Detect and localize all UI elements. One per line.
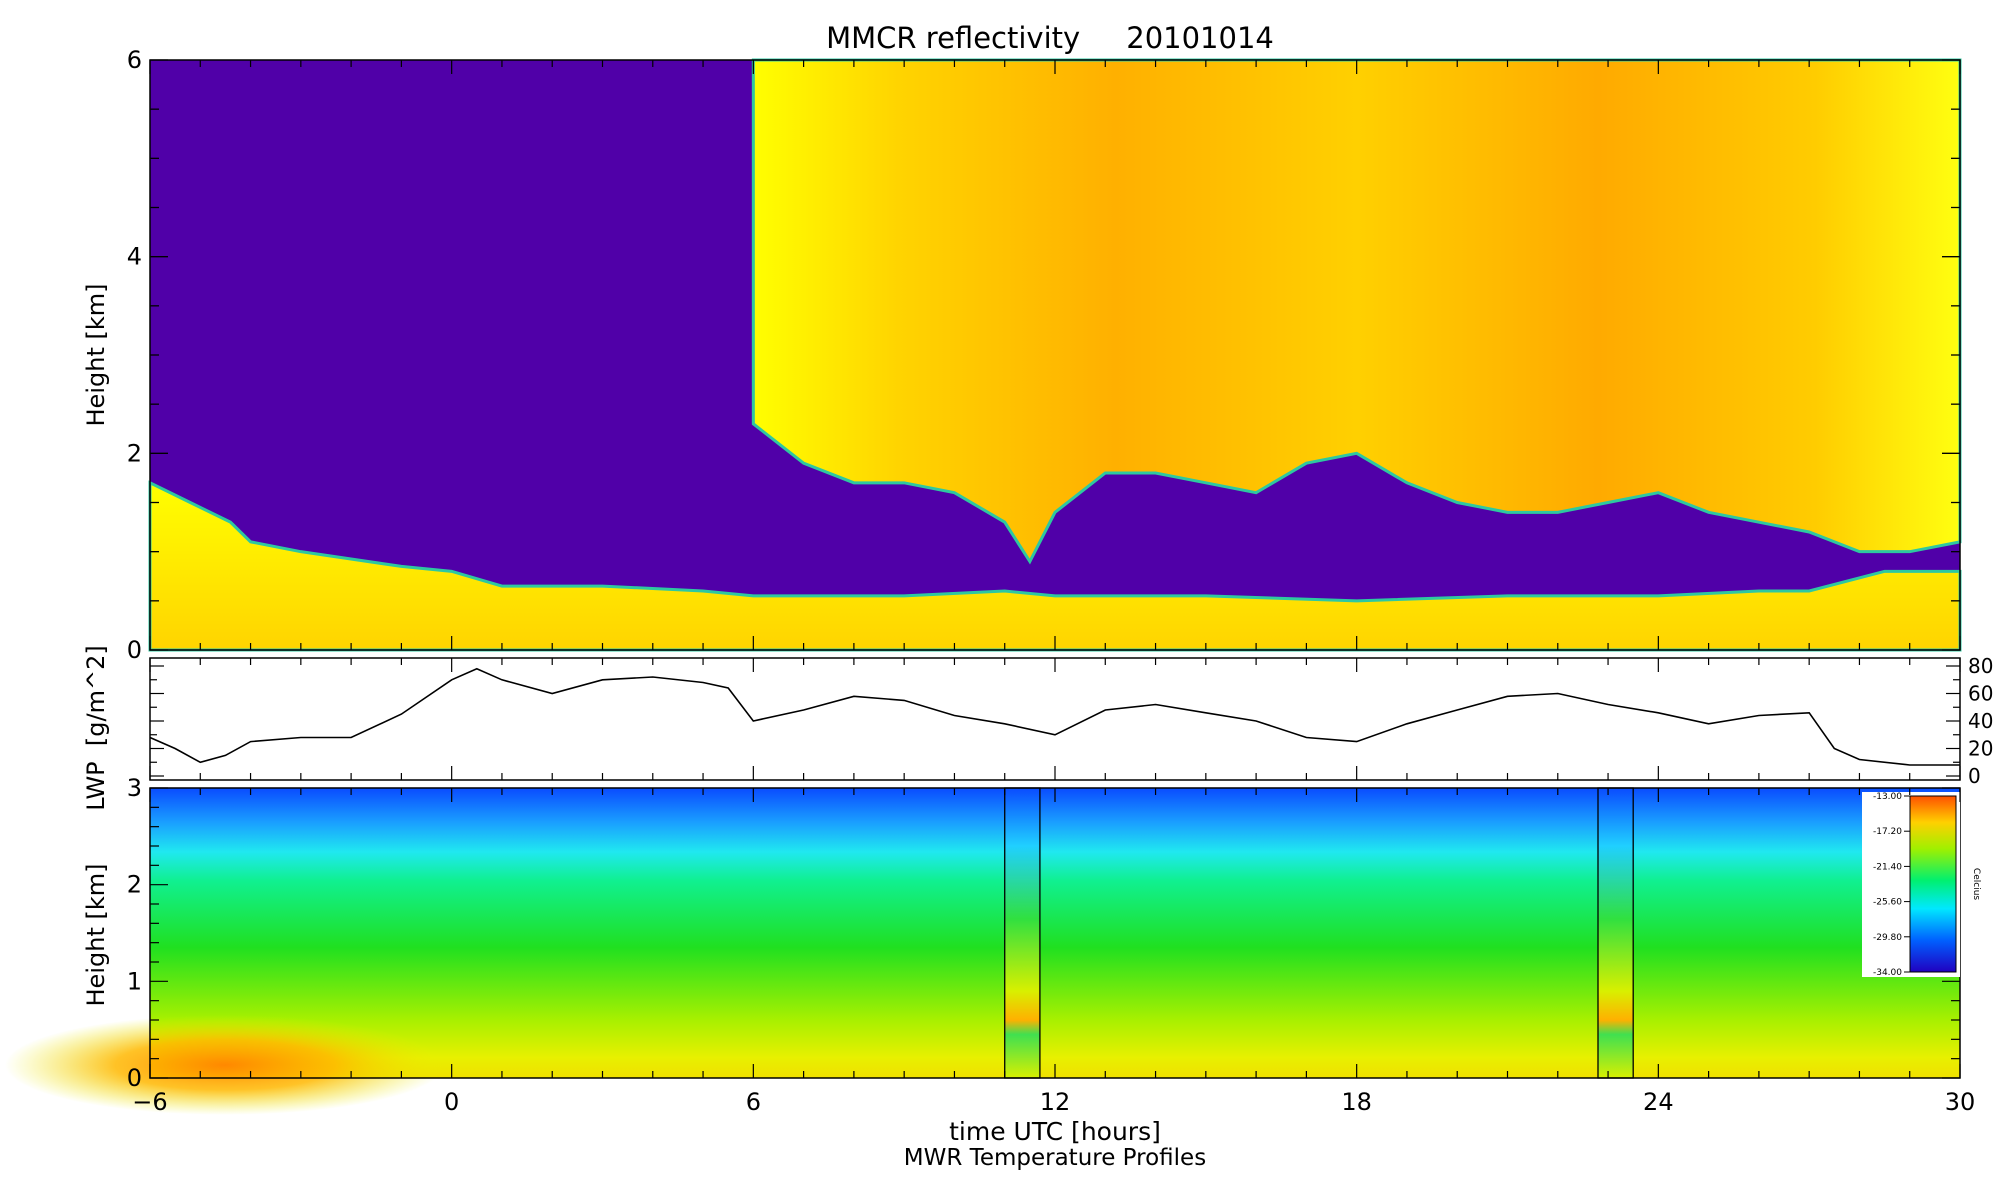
colorbar: -13.00 -17.20 -21.40 -25.60 -29.80 -34.00 Cel… — [1862, 792, 1981, 978]
reflectivity-panel: 0 2 4 6 Height [km] — [82, 46, 1962, 664]
temperature-ytick-label: 0 — [127, 1064, 142, 1092]
reflectivity-ytick-label: 0 — [127, 636, 142, 664]
time-xticks: −6 0 6 12 18 24 30 — [132, 60, 1975, 1116]
low-cloud-layer — [148, 480, 1962, 652]
colorbar-label: Celcius — [1971, 868, 1981, 900]
time-xtick-label: 0 — [444, 1088, 459, 1116]
temperature-data-gap — [1004, 787, 1041, 1079]
colorbar-tick-label: -21.40 — [1873, 862, 1902, 872]
colorbar-tick-label: -17.20 — [1873, 827, 1902, 837]
time-xtick-label: −6 — [132, 1088, 167, 1116]
temperature-ytick-label: 2 — [127, 871, 142, 899]
temperature-data-gap — [1597, 787, 1634, 1079]
lwp-yticks: 0 20 40 60 80 — [150, 654, 1993, 788]
lwp-ytick-label: 20 — [1968, 737, 1993, 761]
footer-caption: MWR Temperature Profiles — [904, 1145, 1206, 1171]
time-xtick-label: 18 — [1341, 1088, 1372, 1116]
reflectivity-layers — [148, 58, 1962, 652]
lwp-frame — [149, 657, 1961, 781]
temperature-warm-region — [5, 1015, 445, 1115]
colorbar-tick-label: -34.00 — [1873, 968, 1902, 978]
lwp-ytick-label: 60 — [1968, 682, 1993, 706]
lwp-ytick-label: 80 — [1968, 654, 1993, 678]
temperature-ylabel: Height [km] — [82, 864, 110, 1007]
temperature-field — [150, 788, 1960, 1078]
temperature-gaps — [1004, 787, 1634, 1079]
lwp-ytick-label: 0 — [1968, 764, 1981, 788]
time-xtick-label: 24 — [1643, 1088, 1674, 1116]
time-xtick-label: 30 — [1945, 1088, 1976, 1116]
time-xtick-label: 6 — [746, 1088, 761, 1116]
temperature-ytick-label: 1 — [127, 967, 142, 995]
colorbar-ticks: -13.00 -17.20 -21.40 -25.60 -29.80 -34.00 — [1873, 792, 1910, 978]
colorbar-tick-label: -29.80 — [1873, 933, 1902, 943]
lwp-ylabel: LWP [g/m^2] — [82, 645, 110, 810]
colorbar-tick-label: -25.60 — [1873, 898, 1902, 908]
lwp-series-line — [149, 667, 1960, 766]
x-axis-label: time UTC [hours] — [949, 1117, 1161, 1146]
colorbar-tick-label: -13.00 — [1873, 792, 1902, 802]
reflectivity-ytick-label: 6 — [127, 46, 142, 74]
lwp-panel: 0 20 40 60 80 LWP [g/m^2] — [82, 645, 1993, 810]
temperature-yticks: 0 1 2 3 — [127, 774, 1960, 1092]
time-xtick-label: 12 — [1040, 1088, 1071, 1116]
upper-cloud-layer — [751, 58, 1962, 565]
reflectivity-ytick-label: 4 — [127, 243, 142, 271]
reflectivity-ylabel: Height [km] — [82, 284, 110, 427]
temperature-ytick-label: 3 — [127, 774, 142, 802]
lwp-ytick-label: 40 — [1968, 709, 1993, 733]
reflectivity-yticks: 0 2 4 6 — [127, 46, 1960, 664]
colorbar-scale — [1909, 795, 1957, 973]
chart-title: MMCR reflectivity 20101014 — [826, 21, 1274, 55]
reflectivity-ytick-label: 2 — [127, 439, 142, 467]
